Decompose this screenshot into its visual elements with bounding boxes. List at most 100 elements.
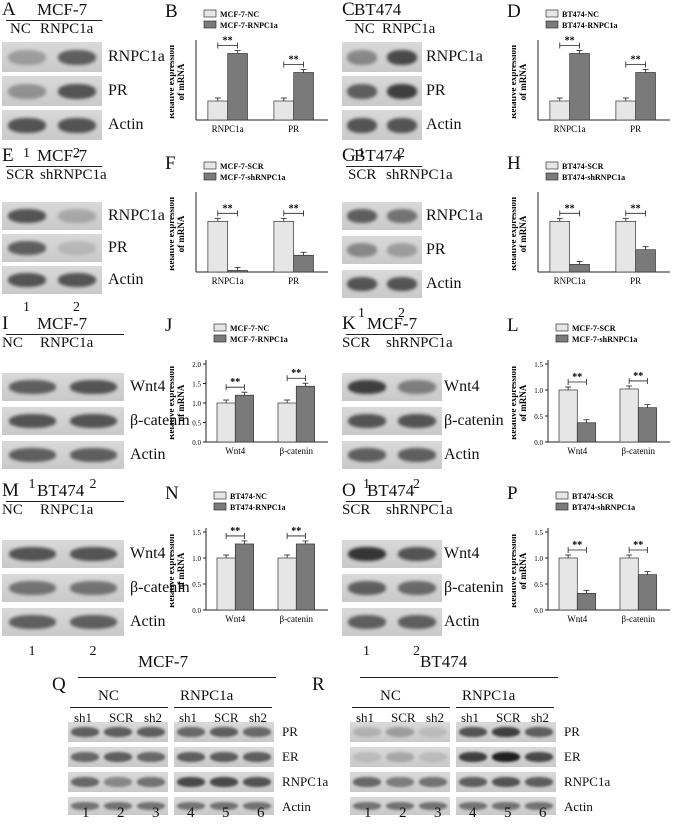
bar-chart-b: Relative expressionof mRNA MCF-7-NC MCF-7-… — [170, 9, 328, 134]
y-tick-label: 1.5 — [192, 381, 201, 389]
lane-number-2: 2 — [398, 146, 405, 161]
legend-label: BT474-SCR — [572, 492, 614, 501]
protein-band — [525, 802, 553, 810]
y-tick-label: 0.5 — [192, 420, 201, 428]
row-label: Wnt4 — [444, 545, 480, 562]
blot-strip-pr — [174, 722, 274, 742]
protein-band — [70, 380, 117, 394]
protein-band — [492, 802, 520, 810]
blot-strip-rnpc1a — [342, 202, 422, 230]
bar — [207, 100, 229, 121]
bar-chart-d: Relative expressionof mRNA BT474-NC BT474-… — [512, 9, 670, 134]
legend-swatch — [213, 491, 227, 500]
group-underline — [174, 707, 272, 708]
blot-strip-actin — [2, 441, 124, 469]
lane-number-4: 4 — [187, 805, 195, 821]
panel-letter-l: L — [507, 315, 519, 336]
row-label: β-catenin — [444, 579, 504, 596]
blot-strip-pr — [68, 722, 168, 742]
legend-swatch — [203, 161, 217, 170]
title-underline — [6, 20, 102, 21]
row-label: Actin — [564, 799, 593, 814]
protein-band — [346, 117, 378, 133]
blot-strip-actin — [456, 797, 556, 815]
bar-chart-j: Relative expressionof mRNA 0.0 0.5 1.0 1.5 2.… — [170, 323, 328, 456]
row-label: PR — [108, 239, 128, 256]
blot-strip-wnt4 — [2, 540, 124, 568]
panel-letter-c: C — [342, 0, 355, 20]
row-label: RNPC1a — [108, 48, 165, 65]
protein-band — [8, 273, 46, 287]
group-underline — [352, 707, 450, 708]
row-label: Actin — [426, 275, 462, 292]
protein-band — [348, 414, 386, 428]
protein-band — [346, 243, 378, 257]
group-label-1: NC — [98, 688, 119, 704]
lane-number-1: 1 — [28, 644, 36, 659]
legend-label: BT474-NC — [230, 492, 267, 501]
title-underline — [346, 501, 442, 502]
title-underline — [346, 334, 442, 335]
group-label-1: NC — [380, 688, 401, 704]
x-tick-label: β-catenin — [279, 446, 313, 456]
row-label: Wnt4 — [444, 378, 480, 395]
legend-label: MCF-7-SCR — [572, 324, 616, 333]
row-label: Actin — [108, 116, 144, 133]
title-underline — [6, 166, 102, 167]
bar — [227, 270, 248, 273]
protein-band — [386, 727, 414, 737]
panel-letter-o: O — [342, 480, 356, 501]
protein-band — [353, 777, 381, 787]
bar — [549, 100, 571, 121]
blot-strip-actin — [342, 608, 442, 636]
protein-band — [58, 241, 96, 255]
blot-strip-actin — [2, 266, 102, 294]
row-label: ER — [282, 749, 299, 764]
protein-band — [9, 380, 56, 394]
protein-band — [348, 380, 386, 394]
bar — [558, 389, 578, 443]
panel-letter-q: Q — [52, 674, 66, 695]
protein-band — [386, 752, 414, 762]
x-tick-label: Wnt4 — [225, 614, 245, 624]
protein-band — [398, 380, 436, 394]
protein-band — [459, 777, 487, 787]
row-label: β-catenin — [130, 579, 190, 596]
protein-band — [71, 752, 99, 762]
row-label: β-catenin — [444, 412, 504, 429]
bar — [635, 72, 656, 121]
protein-band — [177, 727, 205, 737]
legend-swatch — [555, 323, 569, 332]
blot-strip-wnt4 — [342, 540, 442, 568]
blot-strip-rnpc1a — [68, 772, 168, 792]
y-axis-label: Relative expressionof mRNA — [170, 366, 186, 440]
protein-band — [459, 802, 487, 810]
protein-band — [353, 727, 381, 737]
lane-number-1: 1 — [363, 477, 370, 492]
y-tick-label: 1.5 — [534, 361, 543, 369]
lane-label-1: sh1 — [356, 710, 375, 725]
y-tick-label: 0.0 — [192, 607, 201, 615]
x-tick-label: β-catenin — [279, 614, 313, 624]
lane-number-3: 3 — [152, 805, 160, 821]
lane-label-2: RNPC1a — [40, 335, 94, 351]
bar — [635, 249, 656, 273]
blot-strip-rnpc1a — [350, 772, 450, 792]
protein-band — [71, 727, 99, 737]
panel-letter-i: I — [2, 313, 9, 334]
legend-swatch — [555, 502, 569, 511]
protein-band — [8, 83, 46, 99]
legend-swatch — [545, 172, 559, 181]
legend-label: MCF-7-RNPC1a — [220, 21, 278, 30]
blot-strip-rnpc1a — [2, 42, 102, 72]
lane-number-2: 2 — [89, 644, 97, 659]
protein-band — [70, 547, 117, 561]
blot-strip-actin — [342, 110, 422, 140]
protein-band — [386, 117, 418, 133]
lane-label-1: SCR — [348, 167, 377, 183]
bar — [619, 557, 639, 611]
row-label: Actin — [282, 799, 311, 814]
lane-number-1: 1 — [23, 146, 30, 161]
x-tick-label: Wnt4 — [567, 446, 587, 456]
